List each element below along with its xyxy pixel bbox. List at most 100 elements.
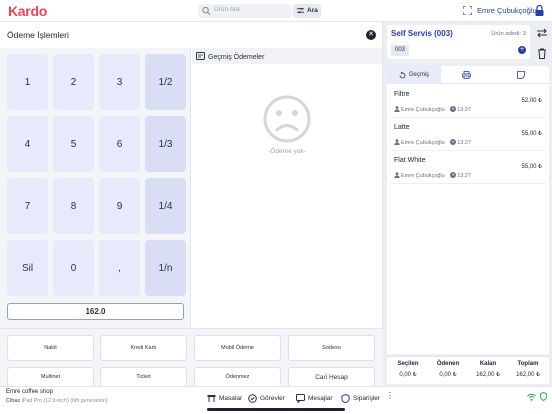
filter-icon [297,7,304,14]
key-5[interactable]: 5 [53,116,94,172]
payment-panel: Ödeme İşlemleri ✕ 1 2 3 1/2 4 5 6 1/3 7 … [0,22,383,387]
method-account[interactable]: Cari Hesap [288,367,375,387]
item-time: 13:27 [457,107,472,113]
key-2[interactable]: 2 [53,54,94,110]
person-icon [394,106,400,112]
tasks-icon [248,393,257,403]
tab-history[interactable]: Geçmiş [387,66,441,84]
method-credit-card[interactable]: Kredi Kartı [100,335,187,361]
list-item[interactable]: Filtre Emre Çubukçoğlu 13:27 52,00 ₺ [390,87,546,118]
key-split-n[interactable]: 1/n [145,240,186,296]
clock-icon [450,172,457,178]
search-input[interactable]: Ürün Ara [198,4,292,18]
search-placeholder: Ürün Ara [214,6,240,13]
key-delete[interactable]: Sil [7,240,48,296]
total-paid-label: Ödenen [436,361,460,367]
order-panel: Self Servis (003) Ürün adedi: 3 003 + Ge… [384,22,552,386]
printer-icon [462,71,471,79]
item-meta: Emre Çubukçoğlu 13:27 [394,172,471,179]
add-icon[interactable]: + [518,46,526,54]
person-icon [394,172,400,178]
list-item[interactable]: Flat White Emre Çubukçoğlu 13:27 55,00 ₺ [390,153,546,184]
tab-notes[interactable] [495,66,549,84]
clock-icon [450,139,457,145]
home-indicator [207,408,345,411]
payment-methods: Nakit Kredi Kartı Mobil Ödeme Sodexo Mul… [0,328,383,387]
table-icon [207,395,216,402]
key-7[interactable]: 7 [7,178,48,234]
key-comma[interactable]: , [99,240,140,296]
lock-icon[interactable] [535,5,544,16]
person-icon [394,139,400,145]
key-quarter[interactable]: 1/4 [145,178,186,234]
search-button[interactable]: Ara [293,4,321,18]
tab-print[interactable] [441,66,495,84]
past-payments-header [192,48,382,64]
nav-messages-label: Mesajlar [308,394,333,402]
empty-state-text: -Ödeme yok- [268,148,306,155]
shield-icon [540,392,547,401]
item-name: Latte [394,124,410,131]
item-time: 13:27 [457,140,472,146]
key-0[interactable]: 0 [53,240,94,296]
nav-messages[interactable]: Mesajlar [296,392,333,404]
nav-orders[interactable]: Siparişler [341,392,380,404]
total-selected-value: 0,00 ₺ [399,372,417,378]
order-items: Filtre Emre Çubukçoğlu 13:27 52,00 ₺ Lat… [387,84,549,354]
total-paid: Ödenen 0,00 ₺ [428,361,468,378]
trash-icon[interactable] [536,48,548,59]
current-user[interactable]: Emre Çubukçoğlu [477,6,537,15]
page-title: Ödeme İşlemleri [7,30,69,40]
nav-tasks[interactable]: Görevler [248,392,285,404]
list-item[interactable]: Latte Emre Çubukçoğlu 13:27 55,00 ₺ [390,120,546,151]
total-remaining-value: 162,00 ₺ [476,372,500,378]
item-name: Flat White [394,157,426,164]
order-number-badge: 003 [391,45,410,56]
top-bar: Kardo Ürün Ara Ara Emre Çubukçoğlu [0,0,552,22]
key-8[interactable]: 8 [53,178,94,234]
item-user: Emre Çubukçoğlu [401,140,445,146]
key-half[interactable]: 1/2 [145,54,186,110]
app-logo: Kardo [8,3,47,19]
nav-tables[interactable]: Masalar [207,392,242,404]
more-icon[interactable]: ⋮ [386,391,394,400]
item-count: Ürün adedi: 3 [491,31,526,37]
keypad: 1 2 3 1/2 4 5 6 1/3 7 8 9 1/4 Sil 0 , 1/… [0,48,191,328]
device-label: Cihaz [6,398,21,404]
key-6[interactable]: 6 [99,116,140,172]
receipt-icon [196,52,205,60]
clock-icon [450,106,457,112]
key-9[interactable]: 9 [99,178,140,234]
amount-field[interactable]: 162.0 [7,303,184,320]
total-remaining-label: Kalan [479,361,497,367]
bottom-bar: Emre coffee shop Cihaz iPad Pro (12.9-in… [0,386,552,414]
fullscreen-icon[interactable] [463,6,472,15]
nav-tasks-label: Görevler [260,394,285,402]
sad-face-icon [263,95,311,143]
key-3[interactable]: 3 [99,54,140,110]
method-multinet[interactable]: Multinet [7,367,94,387]
item-price: 55,00 ₺ [521,131,543,137]
item-meta: Emre Çubukçoğlu 13:27 [394,139,471,146]
nav-orders-label: Siparişler [353,394,381,402]
key-4[interactable]: 4 [7,116,48,172]
close-icon[interactable]: ✕ [366,30,376,40]
key-third[interactable]: 1/3 [145,116,186,172]
total-remaining: Kalan 162,00 ₺ [468,361,508,378]
order-card: Self Servis (003) Ürün adedi: 3 003 + [387,25,530,59]
method-sodexo[interactable]: Sodexo [288,335,375,361]
tab-history-label: Geçmiş [408,72,430,78]
swap-icon[interactable] [536,28,548,38]
method-ticket[interactable]: Ticket [100,367,187,387]
total-sum: Toplam 162,00 ₺ [508,361,548,378]
order-title: Self Servis (003) [391,29,453,38]
method-mobile[interactable]: Mobil Ödeme [194,335,281,361]
orders-icon [341,393,350,403]
device-info: Cihaz iPad Pro (12.9-inch) (6th generati… [6,398,108,404]
total-sum-label: Toplam [517,361,539,367]
item-name: Filtre [394,91,410,98]
method-cash[interactable]: Nakit [7,335,94,361]
method-unpaid[interactable]: Ödenmez [194,367,281,387]
key-1[interactable]: 1 [7,54,48,110]
search-icon [202,6,211,15]
